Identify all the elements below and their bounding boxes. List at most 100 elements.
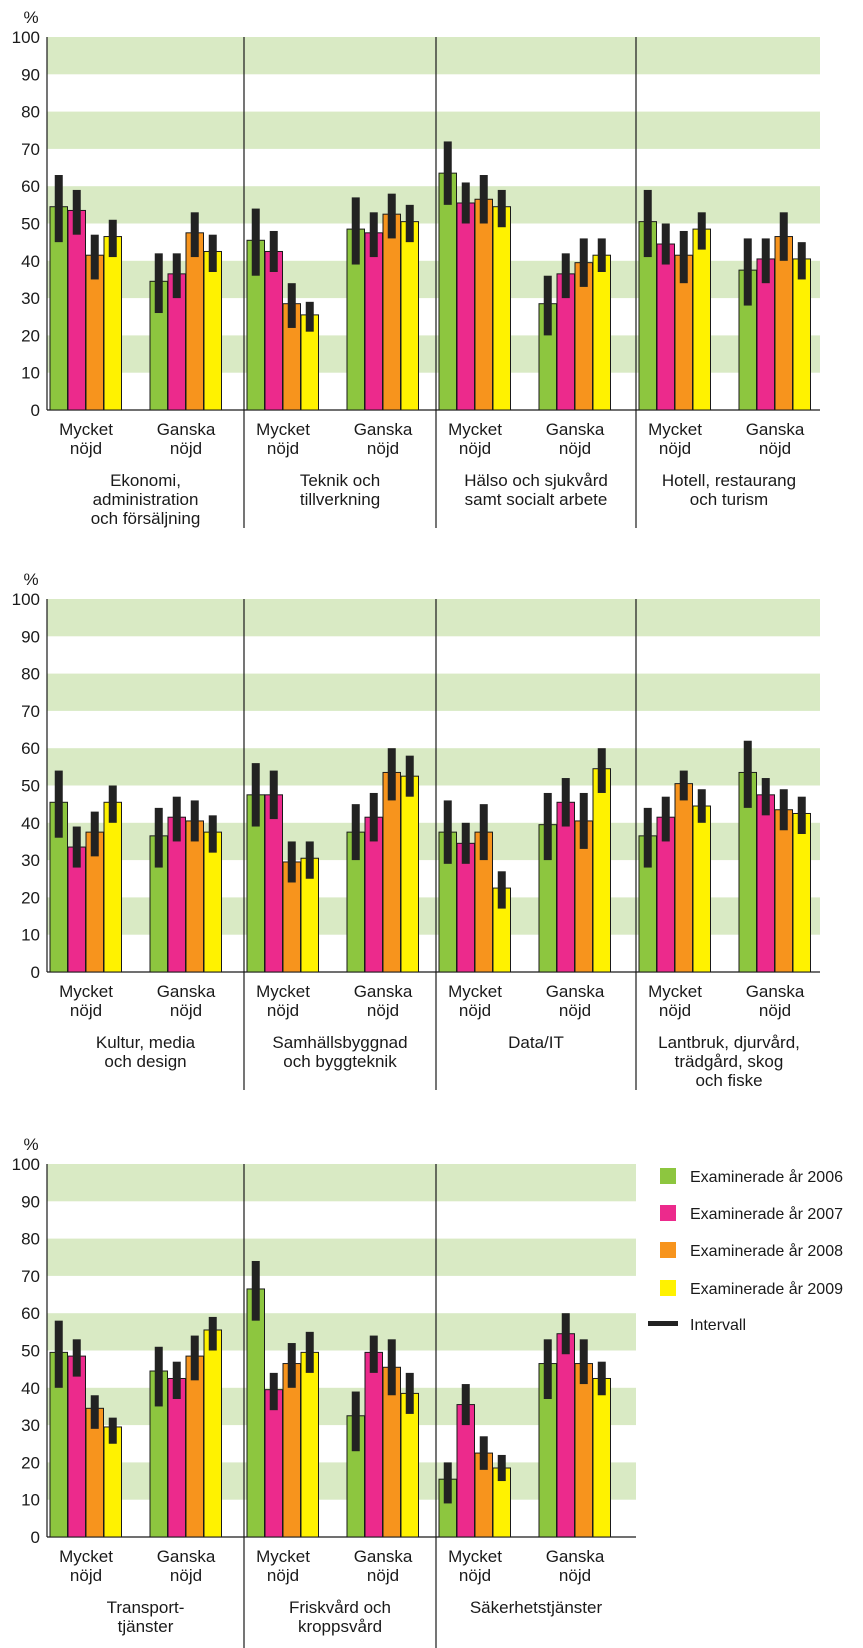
interval-bar xyxy=(479,804,488,861)
y-tick-label: 20 xyxy=(21,326,40,345)
interval-bar xyxy=(479,1436,488,1470)
chart-panel-2 xyxy=(46,599,820,1090)
interval-bar xyxy=(387,193,396,239)
interval-bar xyxy=(172,253,181,299)
group-label: Ekonomi, xyxy=(110,471,181,490)
y-unit-label: % xyxy=(23,570,38,589)
y-tick-label: 80 xyxy=(21,1230,40,1249)
y-tick-label: 40 xyxy=(21,252,40,271)
category-label: Mycket xyxy=(448,1547,502,1566)
bar xyxy=(282,1363,301,1538)
y-tick-label: 0 xyxy=(31,963,40,982)
category-label: nöjd xyxy=(267,439,299,458)
y-unit-label: % xyxy=(23,8,38,27)
interval-bar xyxy=(172,1361,181,1399)
interval-bar xyxy=(305,1331,314,1373)
y-tick-label: 0 xyxy=(31,401,40,420)
category-label: nöjd xyxy=(170,1566,202,1585)
interval-bar xyxy=(108,1417,117,1444)
group-label: Teknik och xyxy=(300,471,380,490)
y-tick-label: 100 xyxy=(12,28,40,47)
group-label: Hotell, restaurang xyxy=(662,471,796,490)
interval-bar xyxy=(679,770,688,801)
interval-bar xyxy=(561,253,570,299)
bar xyxy=(792,258,811,411)
interval-bar xyxy=(543,1339,552,1399)
grid-band xyxy=(47,111,820,149)
y-tick-label: 60 xyxy=(21,739,40,758)
interval-bar xyxy=(497,189,506,228)
category-label: Mycket xyxy=(256,1547,310,1566)
bar xyxy=(400,1392,419,1538)
bar xyxy=(203,831,222,973)
interval-bar xyxy=(154,807,163,868)
category-label: Ganska xyxy=(546,420,605,439)
bar xyxy=(264,250,283,411)
category-label: Ganska xyxy=(546,982,605,1001)
interval-bar xyxy=(269,230,278,272)
group-label: tjänster xyxy=(118,1617,174,1636)
group-label: Samhällsbyggnad xyxy=(272,1033,407,1052)
y-tick-label: 70 xyxy=(21,702,40,721)
category-label: nöjd xyxy=(659,439,691,458)
bar xyxy=(300,1351,319,1538)
group-label: och byggteknik xyxy=(283,1052,397,1071)
group-label: Kultur, media xyxy=(96,1033,196,1052)
bar xyxy=(692,228,711,411)
category-label: nöjd xyxy=(170,439,202,458)
y-tick-label: 90 xyxy=(21,627,40,646)
interval-bar xyxy=(369,1335,378,1373)
group-label: administration xyxy=(93,490,199,509)
interval-bar xyxy=(497,1454,506,1482)
interval-bar xyxy=(90,1395,99,1429)
bar xyxy=(556,801,575,973)
bar xyxy=(103,801,122,973)
interval-bar xyxy=(797,242,806,280)
bar xyxy=(756,794,775,973)
interval-bar xyxy=(90,234,99,280)
interval-bar xyxy=(190,800,199,842)
bar xyxy=(492,206,511,411)
bar xyxy=(556,1333,575,1538)
interval-bar xyxy=(54,770,63,838)
y-tick-label: 40 xyxy=(21,814,40,833)
category-label: nöjd xyxy=(559,439,591,458)
y-tick-label: 80 xyxy=(21,665,40,684)
interval-bar xyxy=(405,204,414,243)
bar xyxy=(674,783,693,973)
group-label: trädgård, skog xyxy=(675,1052,784,1071)
bar xyxy=(474,198,493,411)
category-label: nöjd xyxy=(459,439,491,458)
category-label: nöjd xyxy=(267,1001,299,1020)
category-label: Ganska xyxy=(354,1547,413,1566)
y-tick-label: 90 xyxy=(21,1192,40,1211)
bar xyxy=(185,1355,204,1538)
interval-bar xyxy=(579,792,588,849)
category-label: Ganska xyxy=(354,420,413,439)
category-label: Ganska xyxy=(746,420,805,439)
bar xyxy=(774,236,793,411)
interval-bar xyxy=(72,1339,81,1377)
category-label: Mycket xyxy=(648,420,702,439)
category-label: Ganska xyxy=(157,982,216,1001)
interval-bar xyxy=(497,871,506,909)
category-label: nöjd xyxy=(367,439,399,458)
grid-band xyxy=(47,1313,636,1351)
bar xyxy=(246,1288,265,1538)
y-tick-label: 60 xyxy=(21,1304,40,1323)
grid-band xyxy=(47,599,820,637)
category-label: nöjd xyxy=(559,1566,591,1585)
bar xyxy=(792,812,811,973)
group-label: Transport- xyxy=(107,1598,185,1617)
interval-bar xyxy=(251,1260,260,1321)
interval-bar xyxy=(251,763,260,827)
interval-bar xyxy=(743,740,752,808)
interval-bar xyxy=(643,189,652,258)
group-label: Friskvård och xyxy=(289,1598,391,1617)
y-tick-label: 50 xyxy=(21,1342,40,1361)
interval-bar xyxy=(779,212,788,261)
grid-band xyxy=(47,1238,636,1276)
category-label: nöjd xyxy=(367,1566,399,1585)
interval-bar xyxy=(351,804,360,861)
grid-band xyxy=(47,186,820,224)
